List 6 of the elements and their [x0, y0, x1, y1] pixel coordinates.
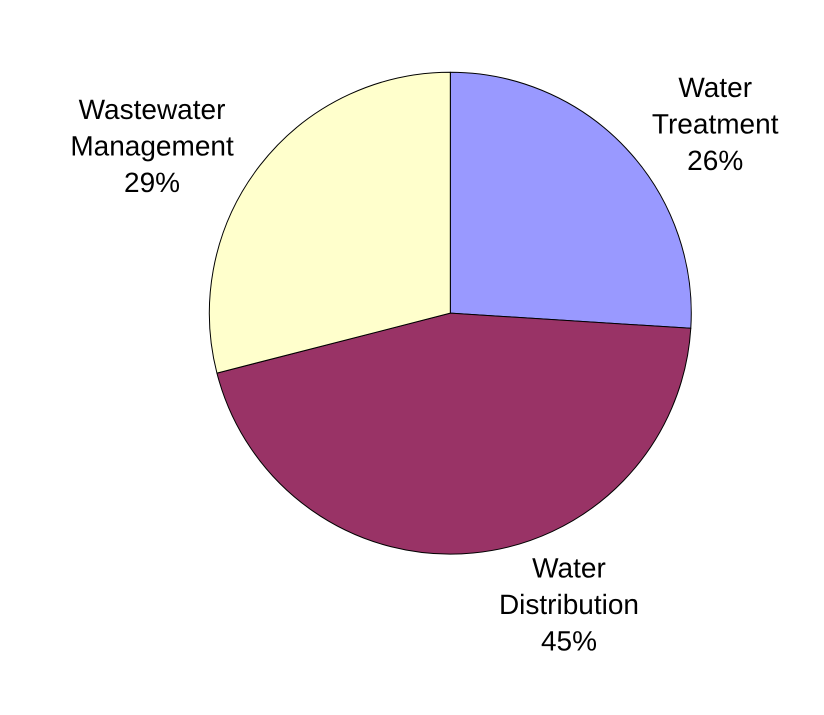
data-label: 45% — [540, 625, 597, 656]
slice-label: Water Treatment — [652, 72, 779, 140]
data-label: 26% — [687, 144, 744, 176]
slice-label: Water Distribution — [498, 552, 640, 620]
slice-label: Wastewater Management — [70, 94, 234, 162]
data-label: 29% — [124, 166, 180, 198]
